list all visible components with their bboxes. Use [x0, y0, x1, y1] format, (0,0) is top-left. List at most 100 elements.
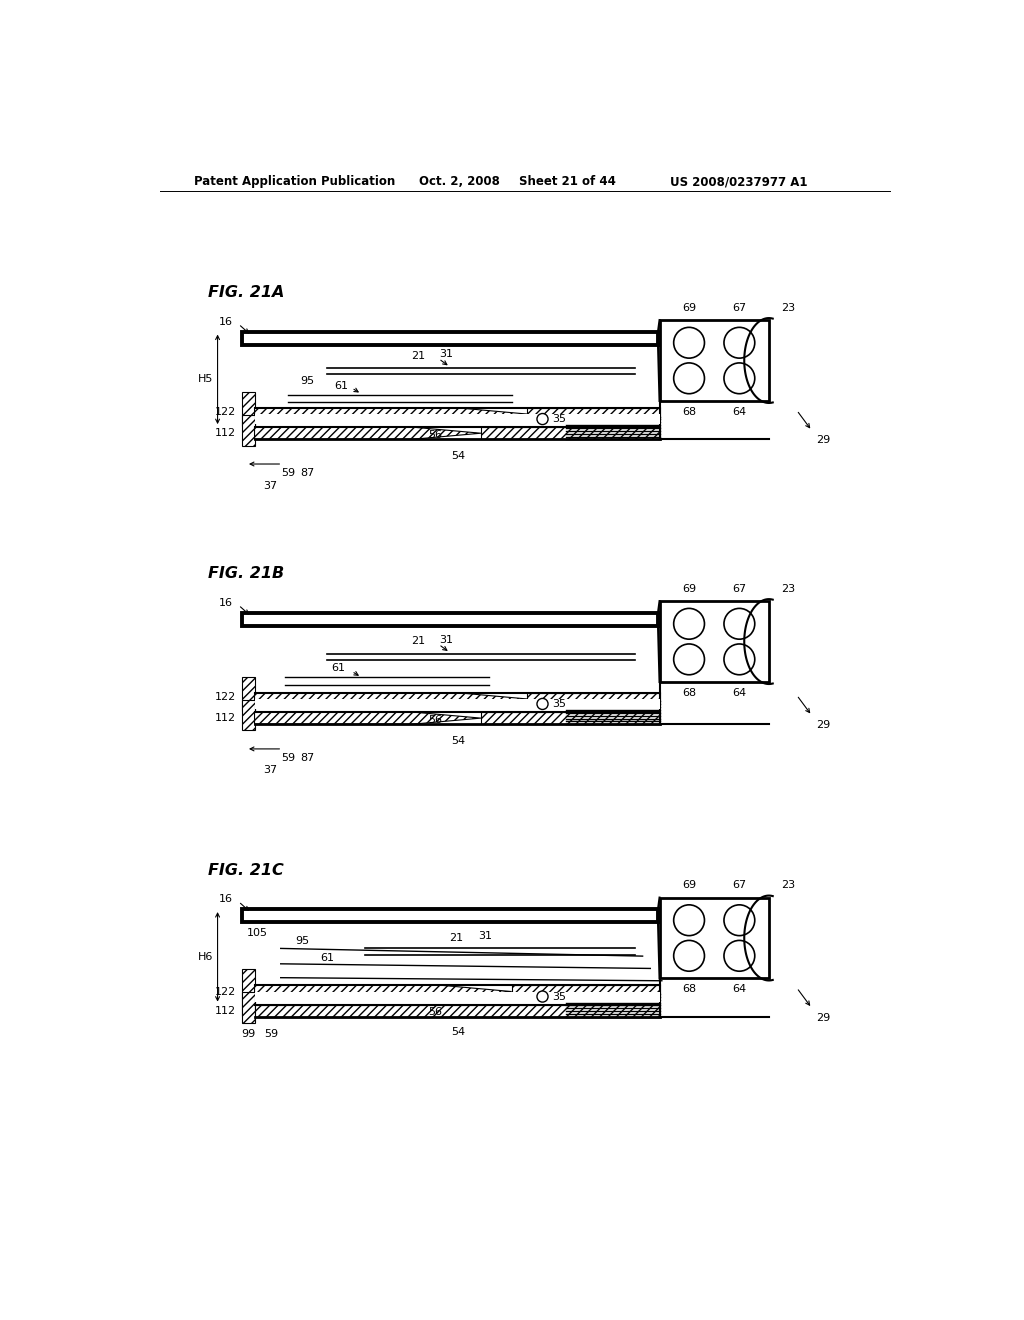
Text: 56: 56 — [428, 714, 441, 725]
Circle shape — [537, 413, 548, 425]
Text: 23: 23 — [781, 583, 796, 594]
Text: H5: H5 — [198, 375, 213, 384]
Bar — [255, 414, 659, 424]
Text: H6: H6 — [198, 952, 213, 962]
Text: FIG. 21A: FIG. 21A — [208, 285, 284, 301]
Circle shape — [537, 698, 548, 709]
Text: 105: 105 — [247, 928, 268, 939]
Text: 35: 35 — [553, 414, 566, 424]
Polygon shape — [255, 428, 481, 440]
Text: 112: 112 — [215, 713, 237, 723]
Bar — [243, 612, 658, 626]
Text: 59: 59 — [264, 1028, 279, 1039]
Text: 29: 29 — [816, 1012, 829, 1023]
Polygon shape — [243, 392, 255, 426]
Text: 69: 69 — [682, 880, 696, 890]
Text: 16: 16 — [219, 317, 233, 326]
Bar — [659, 601, 769, 682]
Text: Patent Application Publication: Patent Application Publication — [194, 176, 395, 189]
Text: 21: 21 — [411, 636, 425, 647]
Text: 68: 68 — [682, 985, 696, 994]
Text: 31: 31 — [439, 635, 454, 644]
Text: 54: 54 — [451, 737, 465, 746]
Text: 67: 67 — [732, 302, 746, 313]
Text: 21: 21 — [411, 351, 425, 360]
Text: 99: 99 — [242, 1028, 256, 1039]
Text: 61: 61 — [334, 380, 348, 391]
Circle shape — [674, 609, 705, 639]
Text: US 2008/0237977 A1: US 2008/0237977 A1 — [670, 176, 807, 189]
Text: FIG. 21C: FIG. 21C — [208, 863, 284, 878]
Polygon shape — [243, 969, 255, 1016]
Text: 35: 35 — [553, 700, 566, 709]
Bar — [243, 331, 658, 345]
Polygon shape — [527, 693, 659, 705]
Text: 69: 69 — [682, 302, 696, 313]
Text: 54: 54 — [451, 451, 465, 461]
Text: 23: 23 — [781, 880, 796, 890]
Text: 112: 112 — [215, 1006, 237, 1015]
Text: 68: 68 — [682, 688, 696, 698]
Polygon shape — [255, 1005, 659, 1016]
Text: 87: 87 — [300, 754, 314, 763]
Polygon shape — [481, 428, 659, 440]
Text: 21: 21 — [450, 933, 463, 942]
Text: 23: 23 — [781, 302, 796, 313]
Polygon shape — [255, 693, 527, 705]
Text: 56: 56 — [428, 1007, 441, 1018]
Text: 122: 122 — [215, 692, 237, 702]
Text: 122: 122 — [215, 407, 237, 417]
Polygon shape — [512, 985, 659, 998]
Text: 31: 31 — [439, 348, 454, 359]
Text: 59: 59 — [282, 469, 296, 478]
Polygon shape — [255, 408, 527, 420]
Text: 95: 95 — [295, 936, 309, 945]
Text: 87: 87 — [300, 469, 314, 478]
Circle shape — [724, 904, 755, 936]
Text: 59: 59 — [282, 754, 296, 763]
Text: 61: 61 — [332, 663, 345, 673]
Text: 69: 69 — [682, 583, 696, 594]
Text: 64: 64 — [732, 688, 746, 698]
Text: 16: 16 — [219, 598, 233, 607]
Text: 64: 64 — [732, 985, 746, 994]
Text: 31: 31 — [478, 931, 492, 941]
Text: 29: 29 — [816, 436, 829, 445]
Bar — [659, 321, 769, 401]
Polygon shape — [255, 985, 512, 998]
Circle shape — [674, 363, 705, 393]
Text: 54: 54 — [451, 1027, 465, 1038]
Text: 16: 16 — [219, 894, 233, 904]
Polygon shape — [481, 711, 659, 725]
Text: 122: 122 — [215, 986, 237, 997]
Polygon shape — [243, 700, 255, 730]
Text: 56: 56 — [428, 430, 441, 440]
Circle shape — [674, 904, 705, 936]
Bar — [255, 991, 659, 1002]
Bar — [255, 700, 659, 709]
Polygon shape — [243, 414, 255, 446]
Circle shape — [724, 363, 755, 393]
Text: 29: 29 — [816, 719, 829, 730]
Text: 112: 112 — [215, 428, 237, 438]
Circle shape — [724, 327, 755, 358]
Text: 37: 37 — [263, 480, 278, 491]
Text: 67: 67 — [732, 880, 746, 890]
Text: 67: 67 — [732, 583, 746, 594]
Circle shape — [674, 644, 705, 675]
Polygon shape — [243, 677, 255, 711]
Circle shape — [724, 644, 755, 675]
Text: Sheet 21 of 44: Sheet 21 of 44 — [519, 176, 616, 189]
Polygon shape — [527, 408, 659, 420]
Text: Oct. 2, 2008: Oct. 2, 2008 — [419, 176, 500, 189]
Circle shape — [674, 327, 705, 358]
Bar — [659, 898, 769, 978]
Circle shape — [724, 940, 755, 972]
Text: 68: 68 — [682, 407, 696, 417]
Circle shape — [537, 991, 548, 1002]
Circle shape — [674, 940, 705, 972]
Text: 61: 61 — [319, 953, 334, 962]
Text: 64: 64 — [732, 407, 746, 417]
Text: 95: 95 — [301, 376, 314, 385]
Polygon shape — [243, 993, 255, 1023]
